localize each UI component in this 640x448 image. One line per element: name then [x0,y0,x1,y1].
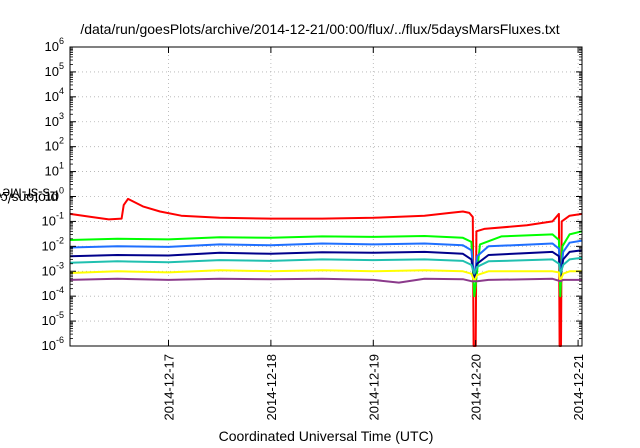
y-tick-label: 10-4 [42,285,64,303]
y-tick-label: 10-3 [42,260,64,278]
y-tick-label: 103 [45,111,64,129]
x-tick-label: 2014-12-20 [469,354,484,421]
y-tick-label: 10-2 [42,235,64,253]
y-tick-label: 10-1 [42,210,64,228]
series-line [69,256,583,275]
y-tick-label: 10-6 [42,335,64,353]
y-tick-label: 106 [45,36,64,54]
x-axis-label: Coordinated Universal Time (UTC) [218,428,434,444]
chart-title: /data/run/goesPlots/archive/2014-12-21/0… [80,21,560,37]
y-tick-label: 105 [45,61,64,79]
y-tick-label: 102 [45,136,64,154]
x-tick-label: 2014-12-17 [161,354,176,421]
series-line [69,249,583,280]
y-tick-label: 10-5 [42,310,64,328]
x-tick-label: 2014-12-18 [264,354,279,421]
series-line [69,197,583,347]
series-line [69,277,582,284]
data-series [69,197,583,347]
series-line [69,230,583,298]
y-tick-label: 101 [45,161,64,179]
y-tick-label: 104 [45,86,64,104]
grid-lines [70,47,582,346]
x-tick-label: 2014-12-19 [366,354,381,421]
axis-ticks: 10-610-510-410-310-210-11001011021031041… [42,36,587,421]
x-tick-label: 2014-12-21 [571,354,586,421]
